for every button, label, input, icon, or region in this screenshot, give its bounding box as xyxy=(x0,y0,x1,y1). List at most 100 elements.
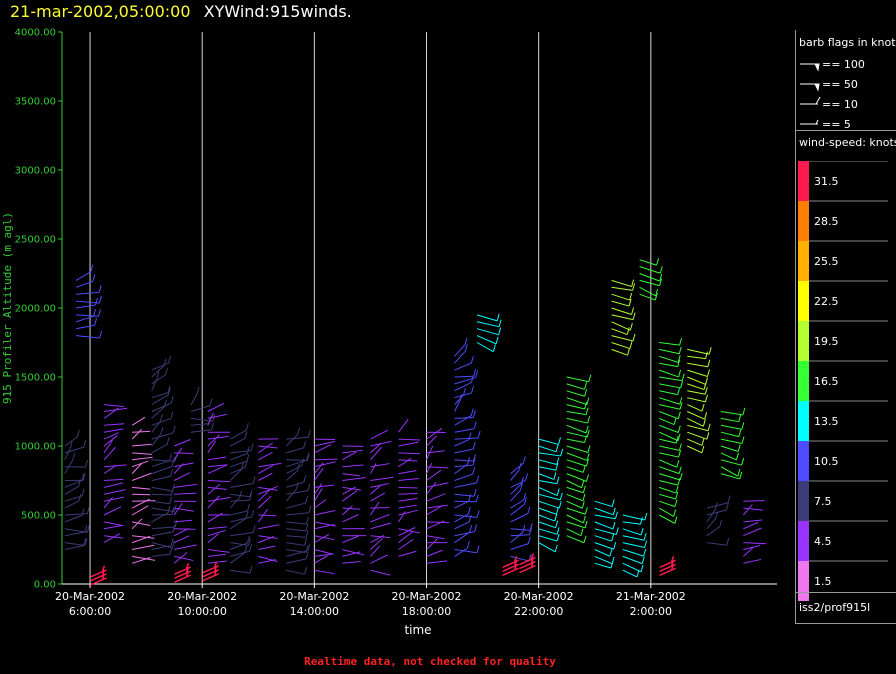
barb-flag xyxy=(679,397,683,405)
wind-barb xyxy=(687,397,706,403)
wind-barb xyxy=(207,435,229,440)
wind-barb xyxy=(510,543,529,550)
barb-flag xyxy=(303,475,307,483)
barb-flag xyxy=(615,527,619,535)
barb-flag xyxy=(654,292,658,301)
wind-barb xyxy=(510,479,526,488)
barb-flag xyxy=(101,565,106,572)
wind-barb xyxy=(103,535,124,539)
wind-barb xyxy=(151,460,170,468)
wind-barb xyxy=(398,492,418,495)
wind-barb xyxy=(510,528,531,531)
wind-barb xyxy=(426,493,446,502)
barb-legend: == 100 == 50 == 10 == 5 xyxy=(800,58,865,131)
barb-flag xyxy=(98,309,102,317)
wind-barb xyxy=(659,567,676,576)
wind-barb xyxy=(566,376,589,383)
wind-barb xyxy=(639,279,660,287)
wind-barb xyxy=(639,293,656,301)
wind-barb xyxy=(566,507,586,515)
wind-barb xyxy=(258,485,278,495)
barb-flag xyxy=(252,476,256,484)
wind-barb xyxy=(639,266,661,274)
wind-barb xyxy=(151,459,176,462)
barb-profile xyxy=(566,374,592,544)
wind-barb xyxy=(510,531,524,543)
wind-barb xyxy=(151,531,174,537)
barb-flag xyxy=(172,524,176,532)
wind-barb xyxy=(454,377,476,385)
wind-barb xyxy=(173,535,190,544)
colorbar-swatch xyxy=(798,281,809,321)
wind-barb xyxy=(611,286,633,291)
barb-flag xyxy=(94,318,98,326)
x-tick-label: 14:00:00 xyxy=(290,605,339,618)
wind-barb xyxy=(398,538,414,550)
x-tick-label: 20-Mar-2002 xyxy=(392,590,462,603)
wind-barb xyxy=(566,486,584,494)
barb-flag xyxy=(211,422,215,430)
wind-barb xyxy=(207,402,225,412)
wind-barb xyxy=(639,259,657,266)
barb-profile xyxy=(622,512,648,578)
wind-barb xyxy=(132,535,155,539)
wind-barb xyxy=(258,486,278,491)
barb-flag xyxy=(472,457,476,466)
speed-legend-title: wind-speed: knots xyxy=(799,136,896,149)
barb-profile xyxy=(398,418,421,557)
colorbar-swatch xyxy=(798,321,809,361)
wind-barb xyxy=(103,432,119,440)
barb-profile xyxy=(103,404,128,544)
wind-barb xyxy=(103,496,113,509)
wind-barb xyxy=(314,484,335,488)
barb-flag xyxy=(83,440,87,448)
wind-barb xyxy=(687,404,703,412)
wind-barb xyxy=(370,545,381,557)
wind-barb xyxy=(720,411,743,416)
wind-barb xyxy=(151,513,172,516)
barb-flag xyxy=(585,425,589,434)
wind-barb xyxy=(622,521,641,525)
wind-barb xyxy=(151,374,166,385)
barb-flag xyxy=(306,452,310,461)
wind-barb xyxy=(151,545,172,550)
wind-barb xyxy=(75,315,94,323)
barb-profile xyxy=(519,553,536,574)
barb-flag xyxy=(555,462,559,471)
wind-barb xyxy=(398,459,418,462)
wind-barb xyxy=(510,462,524,474)
wind-barb xyxy=(151,526,176,530)
wind-barb xyxy=(151,432,174,440)
wind-barb xyxy=(611,321,631,331)
wind-barb xyxy=(230,466,246,475)
barb-flag xyxy=(477,430,481,439)
source-label: iss2/prof915l xyxy=(799,601,871,614)
wind-barb xyxy=(398,470,417,475)
wind-barb xyxy=(743,527,762,537)
wind-barb xyxy=(687,369,708,377)
wind-barb xyxy=(566,466,584,473)
barb-flag xyxy=(554,513,558,522)
wind-barb xyxy=(538,514,555,522)
wind-barb xyxy=(743,558,762,564)
wind-barb xyxy=(64,531,86,537)
wind-barb xyxy=(190,393,198,405)
wind-barb xyxy=(342,486,356,495)
barb-flag xyxy=(492,344,496,352)
wind-barb xyxy=(687,390,706,395)
colorbar-swatch xyxy=(798,481,809,521)
barb-flag xyxy=(704,412,708,420)
barb-profile xyxy=(454,337,481,557)
barb-flag xyxy=(656,258,660,266)
wind-barb xyxy=(510,489,521,502)
barb-flag xyxy=(584,382,588,390)
colorbar-swatch xyxy=(798,521,809,561)
wind-barb xyxy=(566,424,587,434)
barb-flag xyxy=(678,466,682,474)
barb-flag xyxy=(675,485,679,494)
barb-flag xyxy=(470,408,474,416)
barb-flag xyxy=(84,460,88,468)
wind-barb xyxy=(370,522,391,530)
wind-barb xyxy=(398,531,413,543)
barb-flag xyxy=(584,507,588,515)
